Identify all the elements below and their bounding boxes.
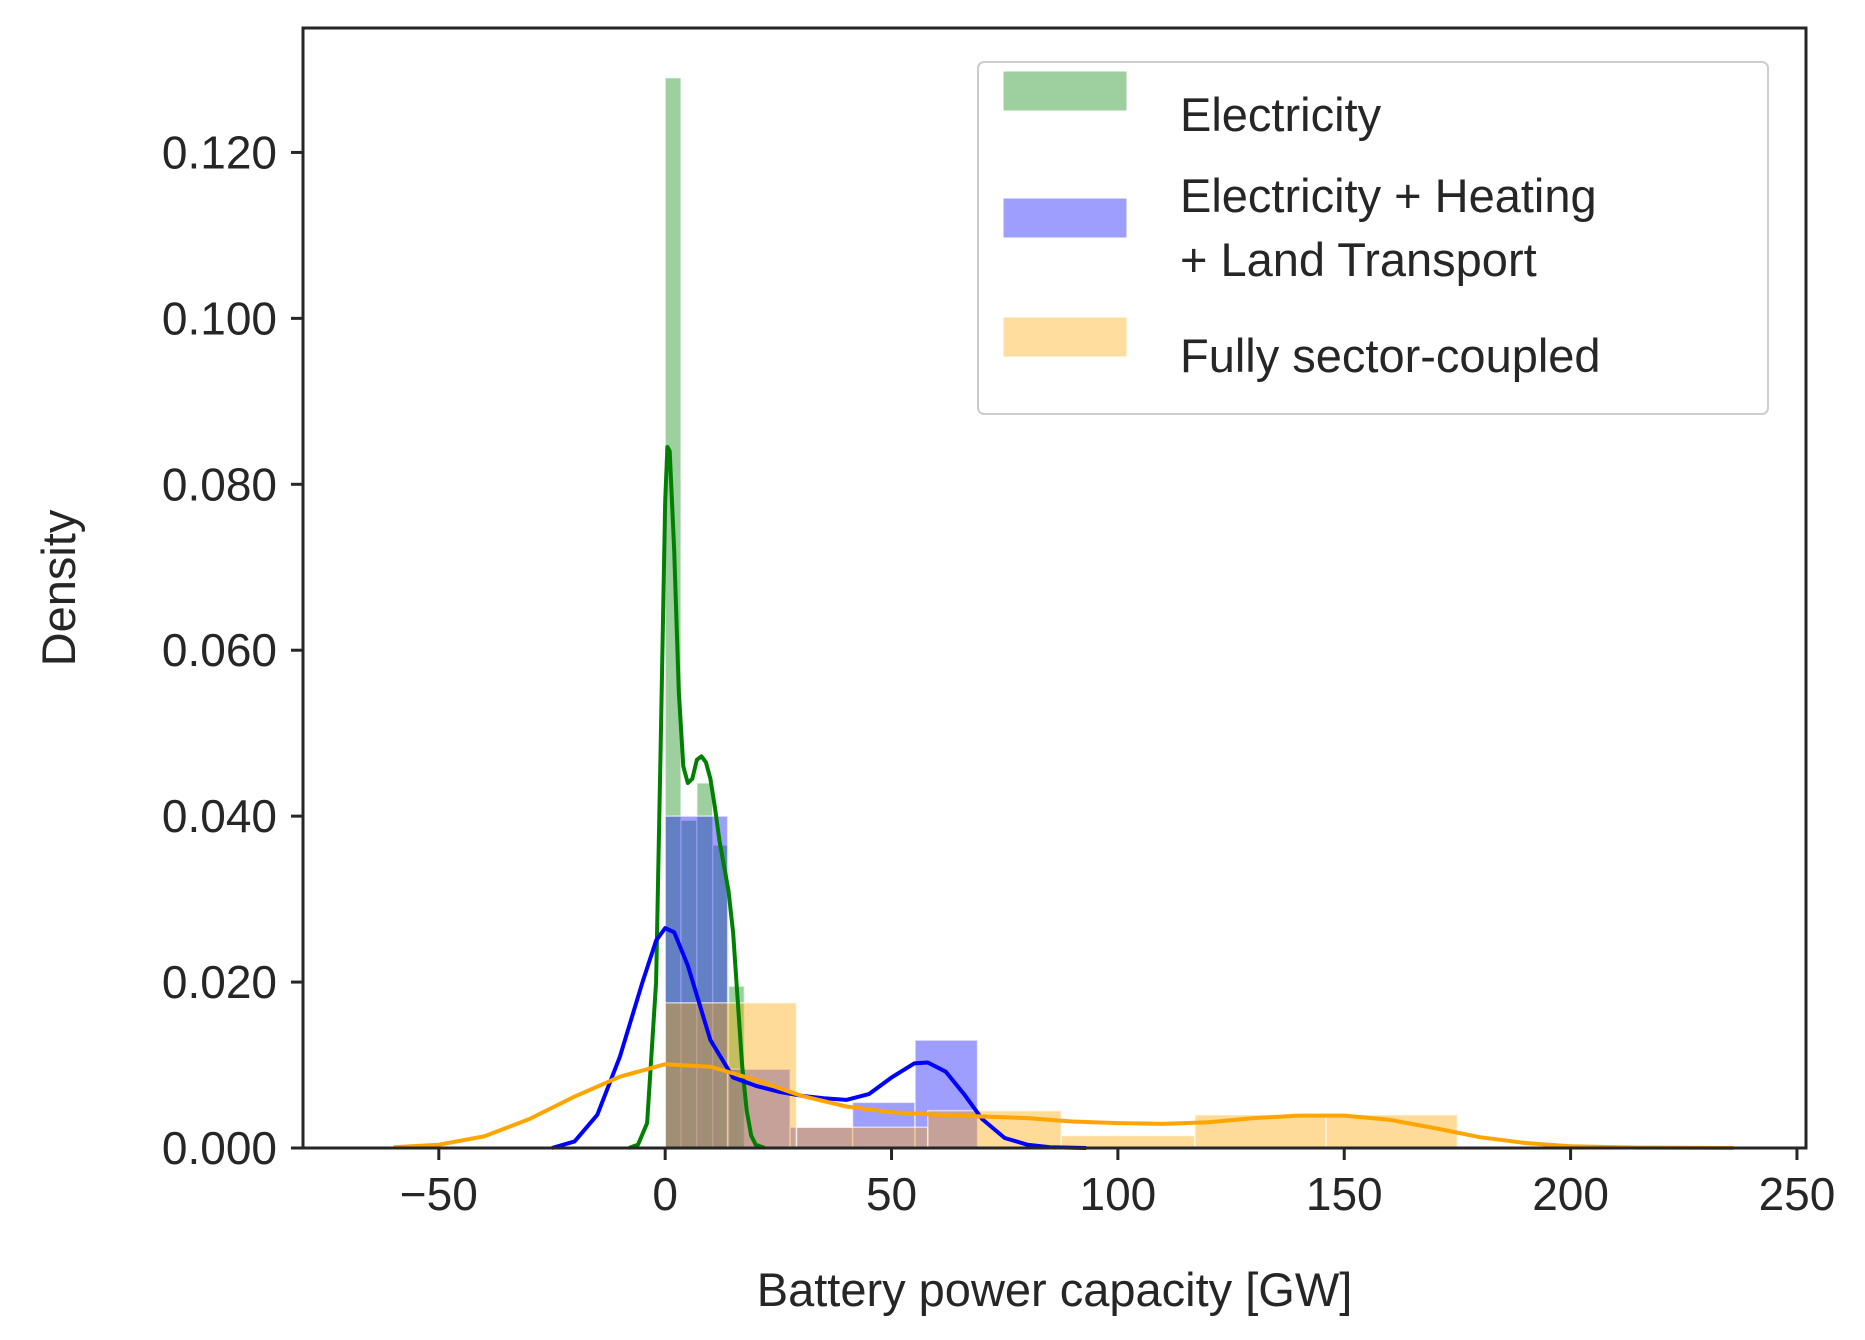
- x-tick-label: 150: [1306, 1168, 1383, 1220]
- x-axis-ticks: −50 0 50 100 150 200 250: [400, 1148, 1836, 1220]
- y-tick-label: 0.080: [162, 458, 277, 510]
- hist-bar-electricity-heating-land-transport-0: [664, 815, 729, 1149]
- x-tick-label: 250: [1759, 1168, 1836, 1220]
- legend-label-electricity: Electricity: [1180, 88, 1382, 141]
- y-tick-label: 0.040: [162, 790, 277, 842]
- x-axis-title: Battery power capacity [GW]: [757, 1263, 1353, 1316]
- y-tick-label: 0.060: [162, 624, 277, 676]
- legend-label-line: + Land Transport: [1180, 233, 1537, 286]
- y-tick-label: 0.020: [162, 956, 277, 1008]
- kde-line-fully-sector-coupled: [393, 1062, 1734, 1150]
- legend-swatch-fully-sector-coupled: [1002, 316, 1128, 358]
- hist-bar-fully-sector-coupled-1: [795, 1126, 929, 1149]
- legend: Electricity Electricity + Heating + Land …: [977, 61, 1769, 415]
- x-tick-label: 100: [1080, 1168, 1157, 1220]
- legend-swatch-electricity: [1002, 70, 1128, 112]
- kde-curves: [393, 445, 1734, 1150]
- y-tick-label: 0.000: [162, 1122, 277, 1174]
- kde-line-electricity: [628, 445, 766, 1150]
- x-tick-label: 200: [1532, 1168, 1609, 1220]
- legend-label-fully-sector-coupled: Fully sector-coupled: [1180, 329, 1601, 382]
- plot-frame: [301, 26, 1808, 1150]
- legend-label-line: Electricity + Heating: [1180, 169, 1597, 222]
- y-tick-label: 0.100: [162, 292, 277, 344]
- legend-label-electricity-heating-transport: Electricity + Heating + Land Transport: [1180, 169, 1597, 286]
- x-tick-label: 50: [866, 1168, 917, 1220]
- legend-box: [977, 61, 1769, 415]
- x-tick-label: 0: [652, 1168, 678, 1220]
- histogram-bars: [664, 77, 1459, 1149]
- hist-bar-electricity-heating-land-transport-4: [914, 1039, 979, 1149]
- legend-swatch-electricity-heating-transport: [1002, 197, 1128, 239]
- y-axis-ticks: 0.000 0.020 0.040 0.060 0.080 0.100 0.120: [162, 126, 303, 1174]
- y-axis-title: Density: [32, 509, 85, 666]
- y-tick-label: 0.120: [162, 126, 277, 178]
- x-tick-label: −50: [400, 1168, 478, 1220]
